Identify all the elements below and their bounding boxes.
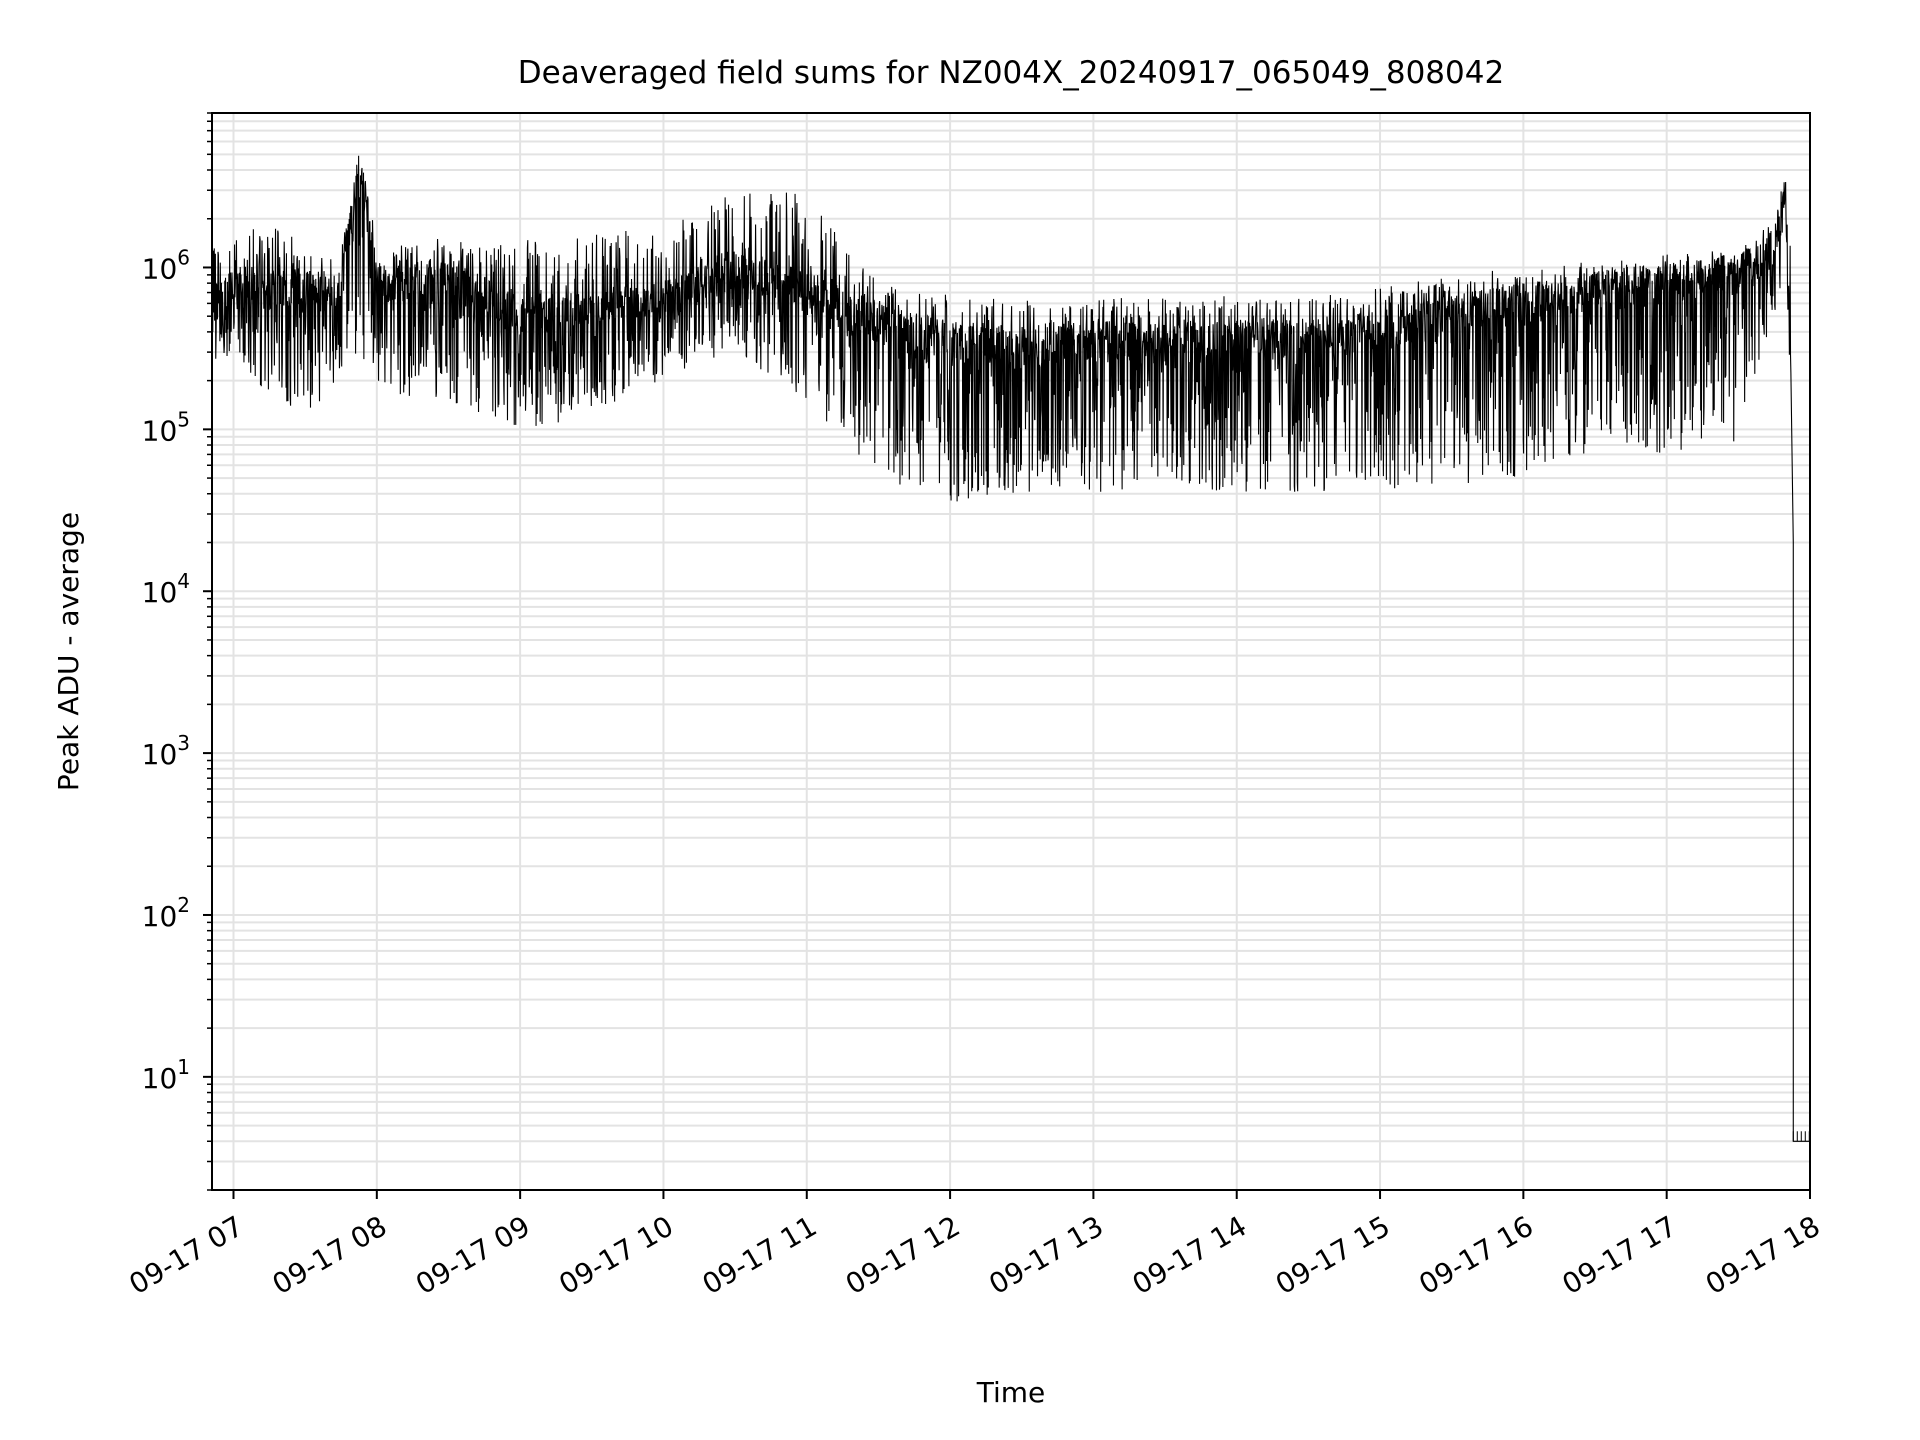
y-axis-label: Peak ADU - average [52, 512, 85, 791]
y-tick-label: 104 [142, 569, 190, 609]
chart-title: Deaveraged field sums for NZ004X_2024091… [518, 55, 1504, 91]
y-axis: 101 102 103 104 105 106 [142, 112, 212, 1191]
y-tick-label: 103 [142, 731, 190, 771]
y-tick-label: 105 [142, 407, 190, 447]
plot-frame [211, 112, 1811, 1191]
y-tick-label: 102 [142, 893, 190, 933]
y-tick-label: 106 [142, 245, 190, 285]
x-axis-label: Time [976, 1376, 1046, 1409]
series-line [211, 155, 1810, 1142]
y-tick-label: 101 [142, 1055, 190, 1095]
